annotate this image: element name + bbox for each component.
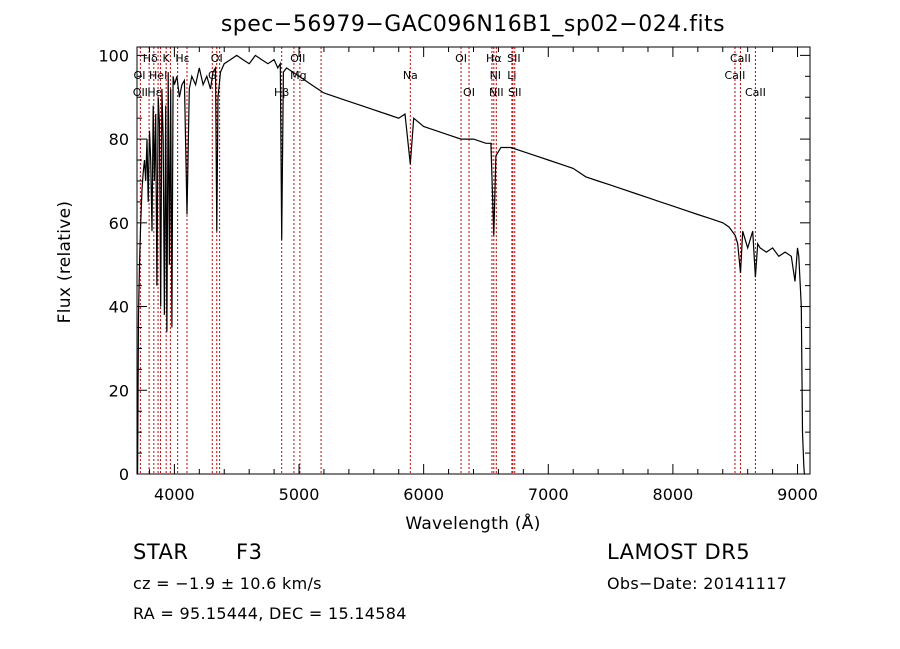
spectral-line-label: Hε <box>147 86 161 99</box>
spectral-line-label: Hα <box>486 52 502 65</box>
x-tick-label: 5000 <box>279 485 320 504</box>
x-axis-label: Wavelength (Å) <box>405 512 540 534</box>
spectral-line-label: OI <box>463 86 475 99</box>
spectral-line-label: Hε <box>175 52 189 65</box>
survey-name: LAMOST DR5 <box>607 540 751 564</box>
spectral-line-label: Li <box>507 69 516 82</box>
y-axis-label: Flux (relative) <box>55 201 75 324</box>
object-subclass: F3 <box>236 540 263 564</box>
spectral-line-label: NII <box>489 86 504 99</box>
x-tick-label: 6000 <box>403 485 444 504</box>
y-tick-label: 20 <box>109 381 129 400</box>
chart-title: spec−56979−GAC096N16B1_sp02−024.fits <box>221 12 725 37</box>
spectral-line-label: OI <box>134 69 146 82</box>
spectral-line-label: OII <box>290 52 305 65</box>
y-tick-label: 100 <box>98 46 129 65</box>
x-tick-label: 4000 <box>154 485 195 504</box>
observation-date: Obs−Date: 20141117 <box>607 574 788 593</box>
spectral-line-markers <box>139 47 756 474</box>
x-tick-label: 9000 <box>777 485 818 504</box>
y-tick-label: 0 <box>119 465 129 484</box>
coordinates: RA = 95.15444, DEC = 15.14584 <box>133 604 407 623</box>
x-axis: 4000 5000 6000 7000 8000 9000 <box>148 47 818 504</box>
x-tick-label: 7000 <box>528 485 569 504</box>
spectral-line-label: CaII <box>745 86 766 99</box>
y-tick-label: 60 <box>109 214 129 233</box>
y-axis: 0 20 40 60 80 100 <box>98 46 810 484</box>
spectral-line-label: Hδ <box>143 52 158 65</box>
spectral-line-label: K <box>163 52 171 65</box>
spectral-line-label: SII <box>507 52 520 65</box>
redshift-value: cz = −1.9 ± 10.6 km/s <box>133 574 322 593</box>
spectral-line-label: OI <box>211 52 223 65</box>
plot-frame <box>136 46 811 475</box>
object-class: STAR <box>133 540 189 564</box>
spectral-line-label: CaII <box>730 52 751 65</box>
spectral-line-label: HeI <box>149 69 167 82</box>
y-tick-label: 80 <box>109 130 129 149</box>
spectral-line-label: Hβ <box>274 86 289 99</box>
spectral-line-label: SII <box>508 86 521 99</box>
spectral-line-label: Na <box>403 69 418 82</box>
spectral-line-label: OI <box>455 52 467 65</box>
y-tick-label: 40 <box>109 298 129 317</box>
spectral-line-label: CaII <box>725 69 746 82</box>
spectrum-line <box>137 54 805 475</box>
x-tick-label: 8000 <box>653 485 694 504</box>
spectral-line-label: NI <box>490 69 501 82</box>
